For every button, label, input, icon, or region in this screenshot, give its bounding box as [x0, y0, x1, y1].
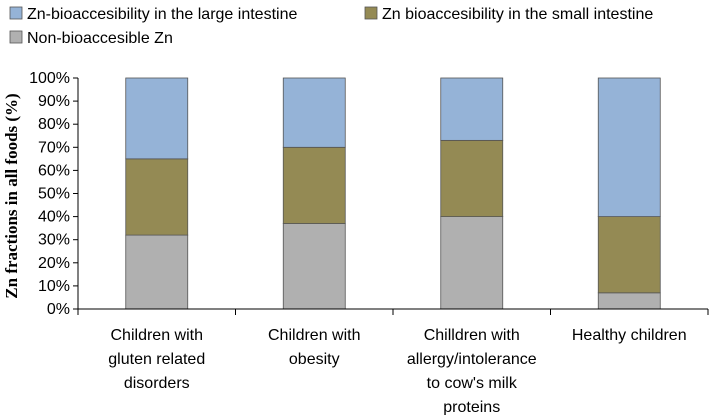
x-category-label: Healthy children [572, 327, 687, 344]
y-tick-label: 70% [38, 139, 70, 156]
bar-segment-non-bioaccessible [282, 223, 346, 310]
bar-segment-large-intestine [440, 77, 504, 141]
bar-segment-large-intestine [125, 77, 189, 160]
legend-swatch [9, 6, 23, 20]
x-category-label: to cow's milk [427, 375, 518, 392]
bar-segment-non-bioaccessible [125, 234, 189, 310]
bar-segment-large-intestine [597, 77, 661, 218]
bar-segment-non-bioaccessible [597, 292, 661, 310]
bar-segment-small-intestine [282, 146, 346, 224]
y-axis-label: Zn fractions in all foods (%) [2, 93, 21, 298]
y-axis-title: Zn fractions in all foods (%) [2, 93, 21, 298]
x-category-label: allergy/intolerance [407, 351, 537, 368]
x-category-label: proteins [443, 399, 500, 415]
y-tick-label: 100% [29, 70, 70, 87]
bar-segment-non-bioaccessible [440, 216, 504, 310]
y-tick-label: 80% [38, 116, 70, 133]
legend-label: Zn bioaccesibility in the small intestin… [382, 6, 653, 23]
y-tick-label: 10% [38, 278, 70, 295]
y-tick-label: 40% [38, 209, 70, 226]
y-tick-label: 20% [38, 255, 70, 272]
legend: Zn-bioaccesibility in the large intestin… [9, 6, 653, 47]
y-tick-label: 60% [38, 162, 70, 179]
x-category-label: Children with [111, 327, 203, 344]
bars [125, 77, 661, 310]
y-tick-label: 30% [38, 232, 70, 249]
bar-segment-small-intestine [440, 139, 504, 217]
y-tick-label: 0% [47, 301, 70, 318]
x-category-label: Chilldren with [424, 327, 520, 344]
legend-label: Zn-bioaccesibility in the large intestin… [27, 6, 297, 23]
y-tick-label: 90% [38, 93, 70, 110]
legend-swatch [364, 6, 378, 20]
x-category-label: gluten related [108, 351, 205, 368]
bar-segment-small-intestine [125, 158, 189, 236]
x-category-label: obesity [289, 351, 340, 368]
y-tick-label: 50% [38, 186, 70, 203]
bar-segment-small-intestine [597, 216, 661, 294]
legend-swatch [9, 30, 23, 44]
x-category-label: disorders [124, 375, 190, 392]
x-axis: Children with gluten related disorders Chil… [108, 327, 687, 416]
axes [77, 78, 709, 315]
y-axis: 0% 10% 20% 30% 40% 50% 60% 70% 80% 90% 100% [29, 70, 78, 318]
bar-segment-large-intestine [282, 77, 346, 148]
legend-label: Non-bioaccesible Zn [27, 30, 173, 47]
x-category-label: Children with [268, 327, 360, 344]
